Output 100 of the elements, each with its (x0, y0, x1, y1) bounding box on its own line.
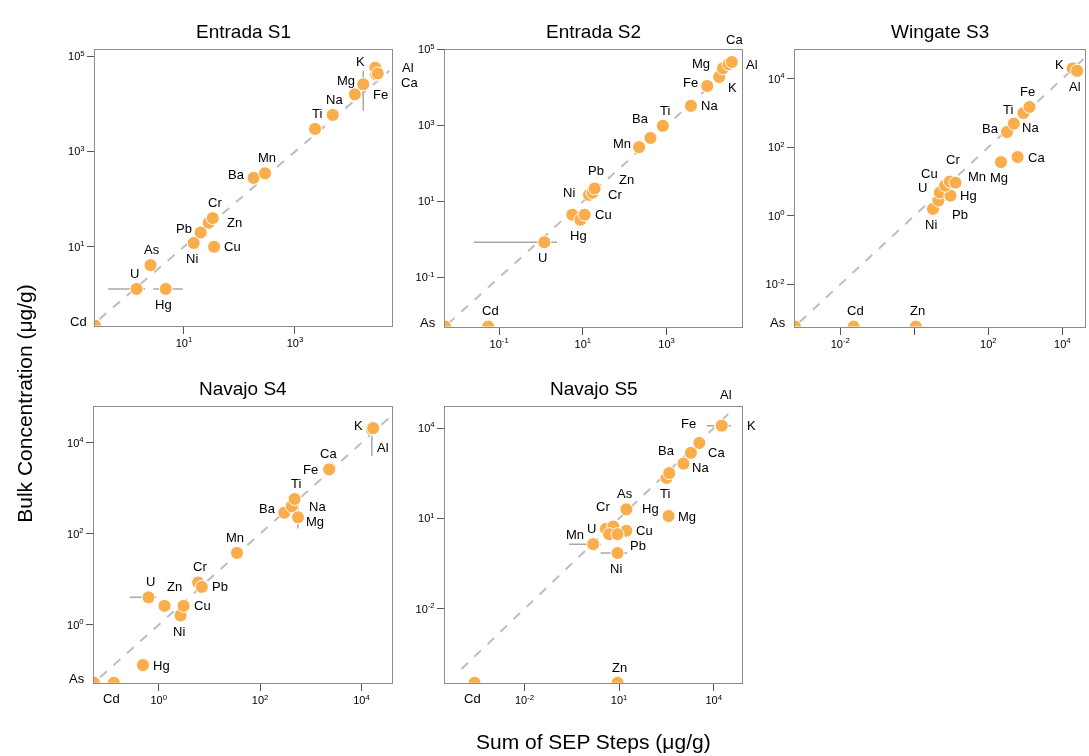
annotation: Mn (613, 136, 632, 151)
annotation: Ba (658, 443, 675, 458)
annotation: Al (402, 60, 414, 75)
annotation: Al (377, 440, 389, 455)
y-tick-label: 10$^{4}$ (418, 420, 436, 434)
annotation: Ni (186, 251, 199, 266)
annotation: Cd (103, 691, 120, 706)
annotation: Al (720, 387, 732, 402)
annotation: U (918, 180, 928, 195)
annotation: Ti (291, 476, 302, 491)
annotation: Ca (1028, 150, 1046, 165)
annotation: K (1055, 57, 1064, 72)
annotation: Cu (224, 239, 241, 254)
chart-title: Entrada S1 (196, 21, 292, 42)
annotation: Al (746, 57, 758, 72)
annotation: Na (1022, 120, 1040, 135)
annotation: Ca (726, 32, 744, 47)
annotation: U (587, 521, 597, 536)
annotation: Mg (678, 509, 697, 524)
annotation: Cu (636, 523, 653, 538)
annotation: Mg (337, 73, 356, 88)
annotation: Cu (921, 166, 938, 181)
y-tick-label: 10$^{2}$ (67, 526, 84, 540)
annotation: Cr (946, 152, 961, 167)
annotation: Ba (228, 167, 245, 182)
x-tick-label: 10$^{2}$ (251, 692, 269, 707)
annotation: Mg (692, 56, 711, 71)
annotation: As (770, 315, 786, 330)
annotation: Pb (630, 538, 646, 553)
annotation: Ba (632, 111, 649, 126)
annotation: Hg (155, 297, 172, 312)
annotation: Ni (610, 561, 623, 576)
annotation: Al (1069, 79, 1081, 94)
annotation: Zn (227, 215, 243, 230)
annotation: Cr (596, 499, 611, 514)
annotation: Cu (595, 207, 612, 222)
annotation: Mn (566, 527, 585, 542)
annotation: K (356, 54, 365, 69)
annotation: Cd (847, 303, 864, 318)
annotation: Ca (708, 445, 726, 460)
annotation: Pb (212, 579, 228, 594)
annotation: Pb (588, 163, 604, 178)
annotation: Hg (642, 501, 659, 516)
annotation: Mn (968, 169, 987, 184)
y-tick-label: 10$^{-2}$ (765, 276, 785, 291)
annotation: Fe (681, 416, 697, 431)
chart-title: Navajo S4 (199, 378, 288, 399)
y-tick-label: 10$^{4}$ (67, 435, 85, 449)
annotation: Na (701, 98, 719, 113)
annotation: Pb (952, 207, 968, 222)
y-tick-label: 10$^{1}$ (418, 193, 435, 208)
y-axis-title: Bulk Concentration (μg/g) (13, 284, 37, 523)
annotation: Pb (176, 221, 192, 236)
x-tick-label: 10$^{1}$ (610, 692, 628, 707)
annotation: Ti (1003, 102, 1014, 117)
annotation: Fe (1020, 84, 1036, 99)
annotation: As (69, 671, 85, 686)
y-tick-label: 10$^{2}$ (768, 139, 785, 154)
chart-title: Wingate S3 (891, 21, 990, 42)
annotation: K (747, 418, 756, 433)
annotation: As (144, 242, 160, 257)
x-tick-label: 10$^{1}$ (175, 335, 193, 349)
annotation: Ti (312, 106, 323, 121)
annotation: Zn (167, 579, 183, 594)
annotation: Cd (482, 303, 499, 318)
y-tick-label: 10$^{-2}$ (415, 601, 435, 615)
y-tick-label: 10$^{3}$ (418, 117, 435, 132)
annotation: Mn (258, 150, 277, 165)
annotation: Cd (70, 314, 87, 329)
annotation: Cr (193, 559, 208, 574)
annotation: Ni (925, 217, 938, 232)
annotation: Ti (660, 486, 671, 501)
y-tick-label: 10$^{1}$ (68, 239, 85, 253)
annotation: U (130, 266, 140, 281)
annotation: Zn (619, 172, 635, 187)
annotation: Mn (226, 530, 245, 545)
y-tick-label: 10$^{1}$ (418, 510, 435, 525)
annotation: Fe (373, 87, 389, 102)
x-tick-label: 10$^{3}$ (286, 335, 304, 349)
x-tick-label: 10$^{-2}$ (830, 336, 850, 350)
x-tick-label: 10$^{-2}$ (514, 692, 535, 707)
annotation: K (728, 80, 737, 95)
annotation: Ni (563, 185, 576, 200)
annotation: Fe (683, 75, 699, 90)
annotation: Ba (259, 501, 276, 516)
annotation: Hg (570, 228, 587, 243)
chart-title: Entrada S2 (546, 21, 642, 42)
annotation: Ba (982, 121, 999, 136)
annotation: Mg (990, 170, 1009, 185)
annotation: Ni (173, 624, 186, 639)
annotation: Cu (194, 598, 211, 613)
x-tick-label: 10$^{2}$ (980, 336, 997, 350)
annotation: Hg (960, 188, 977, 203)
annotation: Na (309, 499, 327, 514)
x-tick-label: 10$^{4}$ (353, 692, 371, 707)
y-tick-label: 10$^{5}$ (418, 41, 435, 56)
annotation: Fe (303, 462, 319, 477)
y-tick-label: 10$^{-1}$ (415, 269, 435, 284)
x-tick-label: 10$^{-1}$ (489, 336, 509, 350)
annotation: U (146, 574, 156, 589)
